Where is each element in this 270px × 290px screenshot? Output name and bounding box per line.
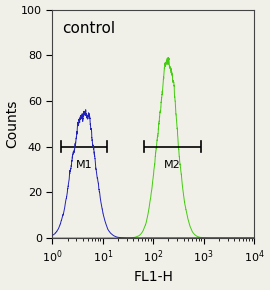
Text: M1: M1 xyxy=(76,160,92,170)
Y-axis label: Counts: Counts xyxy=(6,99,19,148)
Text: M2: M2 xyxy=(164,160,181,170)
X-axis label: FL1-H: FL1-H xyxy=(133,271,173,284)
Text: control: control xyxy=(62,21,116,36)
